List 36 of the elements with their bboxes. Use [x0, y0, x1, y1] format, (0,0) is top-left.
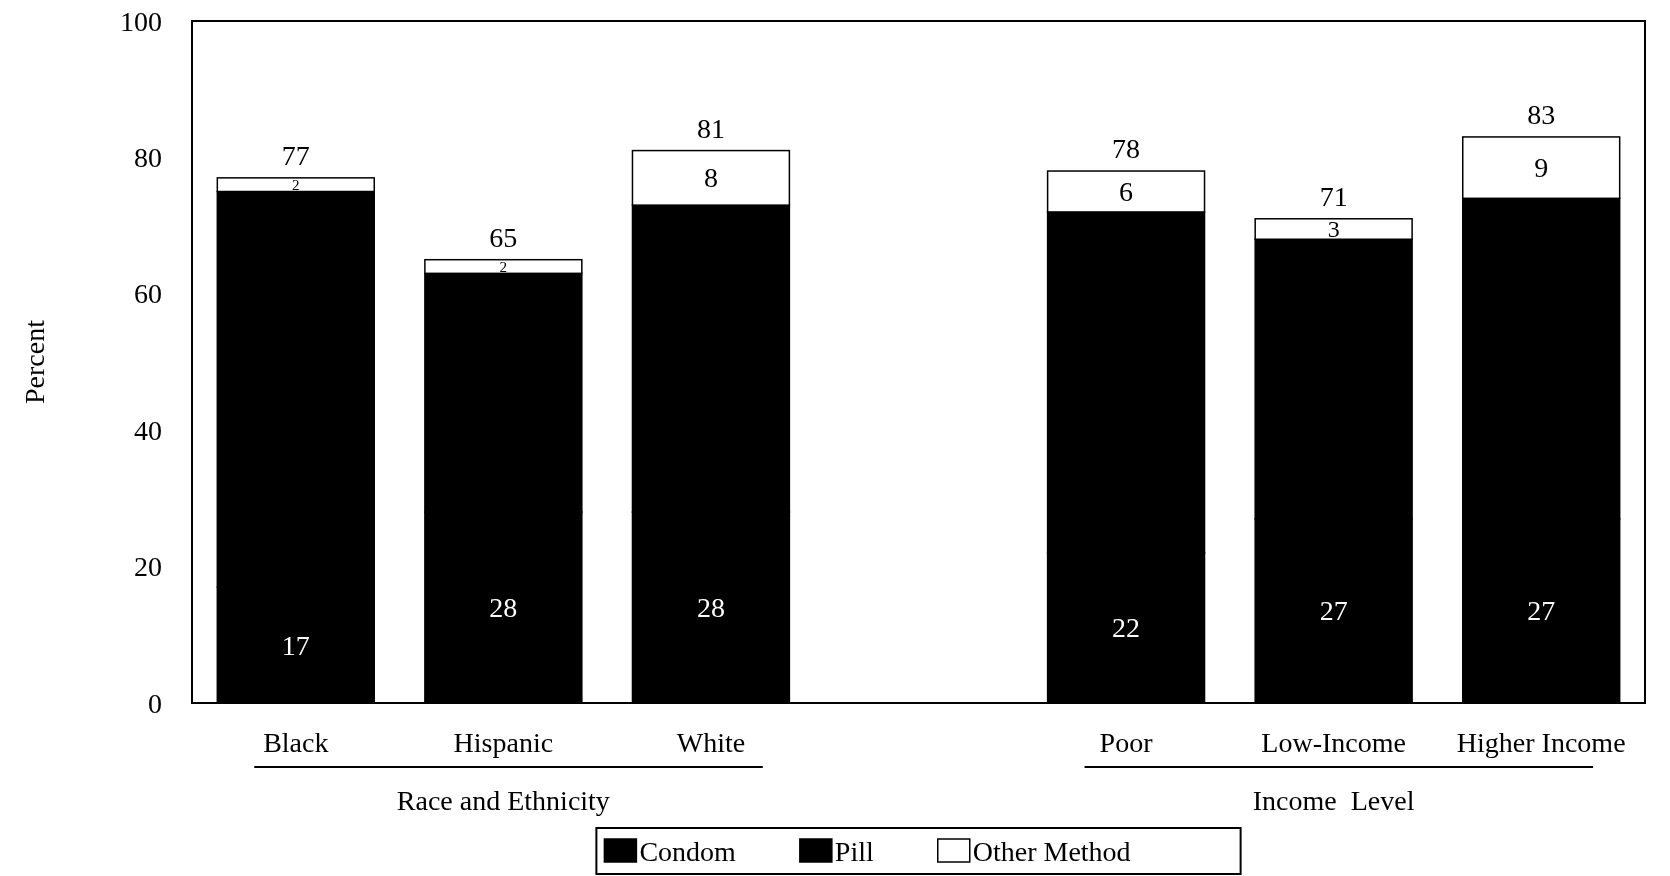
y-tick-label: 40: [134, 414, 162, 446]
data-label: 27: [1319, 595, 1348, 627]
y-tick-label: 60: [134, 278, 162, 310]
data-label: 28: [489, 592, 518, 624]
total-label: 77: [281, 139, 310, 171]
x-tick-label: White: [676, 727, 746, 758]
total-label: 83: [1527, 98, 1556, 130]
data-label: 2: [292, 176, 300, 193]
y-tick-label: 0: [148, 687, 162, 719]
legend-label: Other Method: [972, 836, 1131, 867]
legend-label: Condom: [639, 836, 737, 867]
data-label: 28: [696, 592, 725, 624]
total-label: 71: [1319, 180, 1348, 212]
data-label: 3: [1327, 216, 1340, 243]
data-label: 27: [1527, 595, 1556, 627]
x-tick-label: Hispanic: [453, 727, 554, 758]
data-label: 6: [1119, 176, 1134, 207]
total-label: 81: [696, 112, 725, 144]
total-label: 65: [489, 221, 518, 253]
data-label: 22: [1112, 612, 1141, 644]
y-tick-label: 20: [134, 551, 162, 583]
x-tick-label: Poor: [1099, 727, 1154, 758]
legend-label: Pill: [834, 836, 874, 867]
data-label: 2: [499, 258, 508, 275]
y-tick-label: 80: [134, 141, 162, 173]
x-tick-label: Low-Income: [1261, 727, 1406, 758]
y-axis-title: Percent: [18, 319, 50, 404]
total-label: 78: [1112, 133, 1141, 165]
text: Income Level: [1252, 785, 1415, 816]
data-label: 9: [1534, 152, 1549, 184]
data-label: 17: [281, 629, 310, 661]
text: Race and Ethnicity: [396, 785, 610, 816]
x-tick-label: Black: [263, 727, 329, 758]
y-tick-label: 100: [120, 5, 162, 37]
x-tick-label: Higher Income: [1456, 727, 1626, 758]
data-label: 8: [703, 162, 718, 194]
